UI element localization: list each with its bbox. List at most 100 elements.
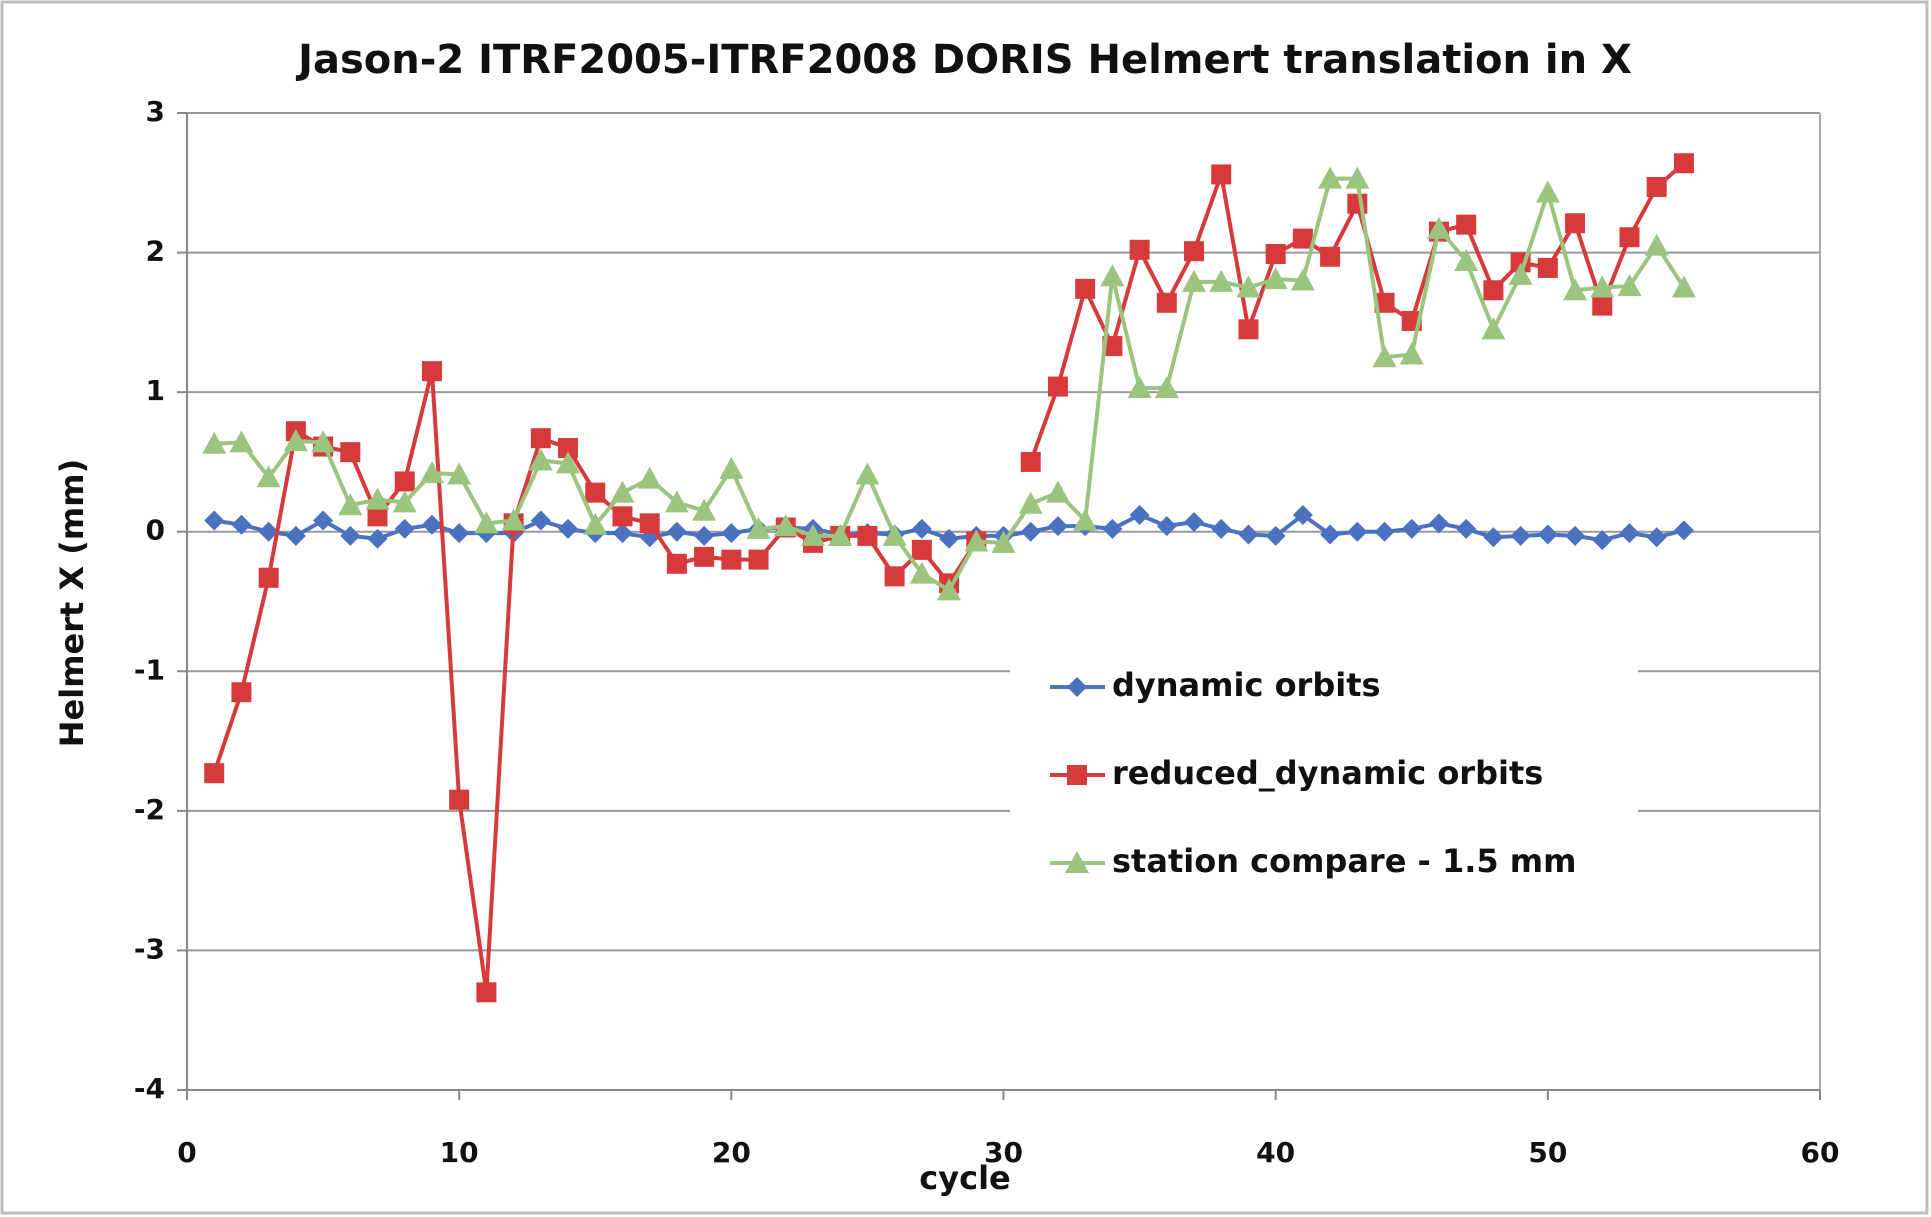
marker: [1100, 264, 1125, 287]
marker: [1590, 275, 1615, 298]
y-tick-label: -3: [134, 932, 165, 965]
x-tick-label: 40: [1256, 1136, 1295, 1169]
x-tick-label: 20: [712, 1136, 751, 1169]
marker: [612, 506, 633, 527]
marker: [1374, 521, 1395, 542]
marker: [1537, 257, 1558, 278]
marker: [585, 482, 606, 503]
marker: [911, 539, 932, 560]
chart-title: Jason-2 ITRF2005-ITRF2008 DORIS Helmert …: [295, 37, 1632, 83]
marker: [1535, 180, 1560, 203]
marker: [367, 506, 388, 527]
legend-label: reduced_dynamic orbits: [1112, 754, 1543, 792]
marker: [1565, 213, 1586, 234]
y-tick-label: 2: [146, 235, 165, 268]
marker: [1619, 523, 1640, 544]
marker: [258, 567, 279, 588]
marker: [1127, 375, 1152, 398]
marker: [1673, 520, 1694, 541]
y-tick-label: 0: [146, 514, 165, 547]
y-tick-label: -2: [134, 793, 165, 826]
marker: [583, 512, 608, 535]
marker: [1290, 268, 1315, 291]
marker: [1671, 275, 1696, 298]
marker: [1067, 765, 1087, 785]
marker: [1102, 518, 1123, 539]
marker: [474, 511, 499, 534]
marker: [1372, 345, 1397, 368]
marker: [1156, 516, 1177, 537]
marker: [719, 456, 744, 479]
marker: [1456, 518, 1477, 539]
marker: [258, 521, 279, 542]
marker: [1047, 516, 1068, 537]
marker: [964, 529, 989, 552]
marker: [1401, 518, 1422, 539]
marker: [694, 525, 715, 546]
marker: [231, 514, 252, 535]
y-tick-label: 1: [146, 374, 165, 407]
marker: [664, 490, 689, 513]
marker: [313, 510, 334, 531]
marker: [857, 525, 878, 546]
marker: [1318, 166, 1343, 189]
marker: [421, 361, 442, 382]
marker: [991, 530, 1016, 553]
marker: [1428, 513, 1449, 534]
marker: [340, 442, 361, 463]
marker: [1184, 511, 1205, 532]
marker: [1067, 677, 1087, 697]
marker: [748, 549, 769, 570]
marker: [721, 523, 742, 544]
marker: [394, 518, 415, 539]
marker: [610, 480, 635, 503]
x-tick-label: 10: [440, 1136, 479, 1169]
marker: [637, 466, 662, 489]
marker: [256, 465, 281, 488]
marker: [394, 471, 415, 492]
marker: [1347, 521, 1368, 542]
marker: [1456, 214, 1477, 235]
marker: [1211, 518, 1232, 539]
marker: [1565, 525, 1586, 546]
marker: [1263, 267, 1288, 290]
marker: [1320, 246, 1341, 267]
y-tick-label: -1: [134, 653, 165, 686]
x-tick-label: 60: [1801, 1136, 1840, 1169]
marker: [530, 510, 551, 531]
marker: [1045, 480, 1070, 503]
marker: [909, 561, 934, 584]
marker: [421, 514, 442, 535]
marker: [1374, 292, 1395, 313]
marker: [1617, 274, 1642, 297]
marker: [231, 682, 252, 703]
marker: [1347, 193, 1368, 214]
marker: [528, 448, 553, 471]
marker: [1020, 451, 1041, 472]
marker: [1018, 491, 1043, 514]
x-tick-label: 30: [984, 1136, 1023, 1169]
x-axis-label: cycle: [919, 1159, 1010, 1197]
marker: [639, 513, 660, 534]
marker: [666, 553, 687, 574]
marker: [1592, 295, 1613, 316]
marker: [1454, 248, 1479, 271]
marker: [285, 525, 306, 546]
legend-label: station compare - 1.5 mm: [1112, 842, 1576, 880]
marker: [1265, 243, 1286, 264]
marker: [202, 431, 227, 454]
marker: [340, 525, 361, 546]
marker: [884, 566, 905, 587]
marker: [1345, 166, 1370, 189]
marker: [1129, 239, 1150, 260]
marker: [1508, 262, 1533, 285]
marker: [1483, 527, 1504, 548]
marker: [449, 789, 470, 810]
marker: [937, 578, 962, 601]
marker: [882, 523, 907, 546]
marker: [1537, 524, 1558, 545]
marker: [1426, 216, 1451, 239]
marker: [1399, 342, 1424, 365]
marker: [1211, 164, 1232, 185]
